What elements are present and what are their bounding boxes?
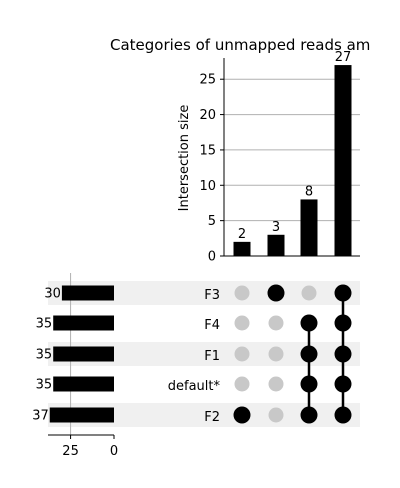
membership-dot-active: [334, 406, 352, 424]
set-name-label: F2: [204, 410, 220, 425]
set-size-bar: [53, 376, 114, 392]
set-name-label: default*: [168, 379, 221, 394]
set-size-bar: [53, 346, 114, 362]
set-x-tick-label: 0: [110, 444, 118, 459]
set-size-label: 35: [36, 378, 53, 393]
set-size-bar: [49, 407, 114, 423]
set-size-bar: [53, 315, 114, 331]
y-tick-label: 10: [199, 179, 216, 194]
intersection-bar: [267, 234, 285, 256]
set-x-ticks: 25 0: [62, 435, 118, 459]
membership-dot-inactive: [301, 285, 317, 301]
membership-dot-inactive: [268, 346, 284, 362]
membership-dot-active: [334, 345, 352, 363]
membership-dot-inactive: [234, 315, 250, 331]
set-name-label: F1: [204, 349, 220, 364]
set-name-label: F3: [204, 288, 220, 303]
set-size-label: 30: [44, 287, 61, 302]
intersection-value-label: 27: [335, 50, 352, 65]
chart-title: Categories of unmapped reads am: [110, 36, 370, 54]
set-name-label: F4: [204, 318, 220, 333]
membership-dot-active: [334, 284, 352, 302]
y-tick-label: 0: [208, 250, 216, 265]
membership-dot-inactive: [268, 315, 284, 331]
set-names: F3 F4 F1 default* F2: [168, 288, 221, 425]
membership-dot-active: [334, 314, 352, 332]
intersection-value-label: 3: [272, 220, 280, 235]
membership-dot-inactive: [268, 407, 284, 423]
membership-dot-inactive: [268, 376, 284, 392]
set-size-label: 35: [36, 317, 53, 332]
intersection-bar: [233, 241, 251, 256]
intersection-labels: 2 3 8 27: [238, 50, 351, 242]
top-y-axis-label: Intersection size: [177, 105, 192, 212]
intersection-value-label: 8: [305, 184, 313, 199]
membership-dot-active: [300, 314, 318, 332]
set-size-bars: [49, 285, 114, 423]
membership-dot-inactive: [234, 376, 250, 392]
y-tick-label: 25: [199, 73, 216, 88]
intersection-bar: [300, 199, 318, 256]
set-size-label: 35: [36, 348, 53, 363]
membership-dot-active: [300, 345, 318, 363]
set-size-labels: 30 35 35 35 37: [32, 287, 61, 424]
set-size-bar: [61, 285, 114, 301]
membership-dot-active: [300, 406, 318, 424]
membership-dot-active: [300, 375, 318, 393]
top-y-ticks: 0 5 10 15 20 25: [199, 73, 224, 265]
membership-dot-active: [267, 284, 285, 302]
set-size-label: 37: [32, 409, 49, 424]
intersection-bar: [334, 65, 352, 256]
membership-dot-active: [233, 406, 251, 424]
intersection-value-label: 2: [238, 227, 246, 242]
membership-dot-inactive: [234, 285, 250, 301]
y-tick-label: 15: [199, 143, 216, 158]
y-tick-label: 5: [208, 214, 216, 229]
membership-dots: [233, 284, 352, 424]
membership-dot-active: [334, 375, 352, 393]
y-tick-label: 20: [199, 108, 216, 123]
membership-dot-inactive: [234, 346, 250, 362]
intersection-bars: [233, 65, 352, 256]
set-x-tick-label: 25: [62, 444, 79, 459]
